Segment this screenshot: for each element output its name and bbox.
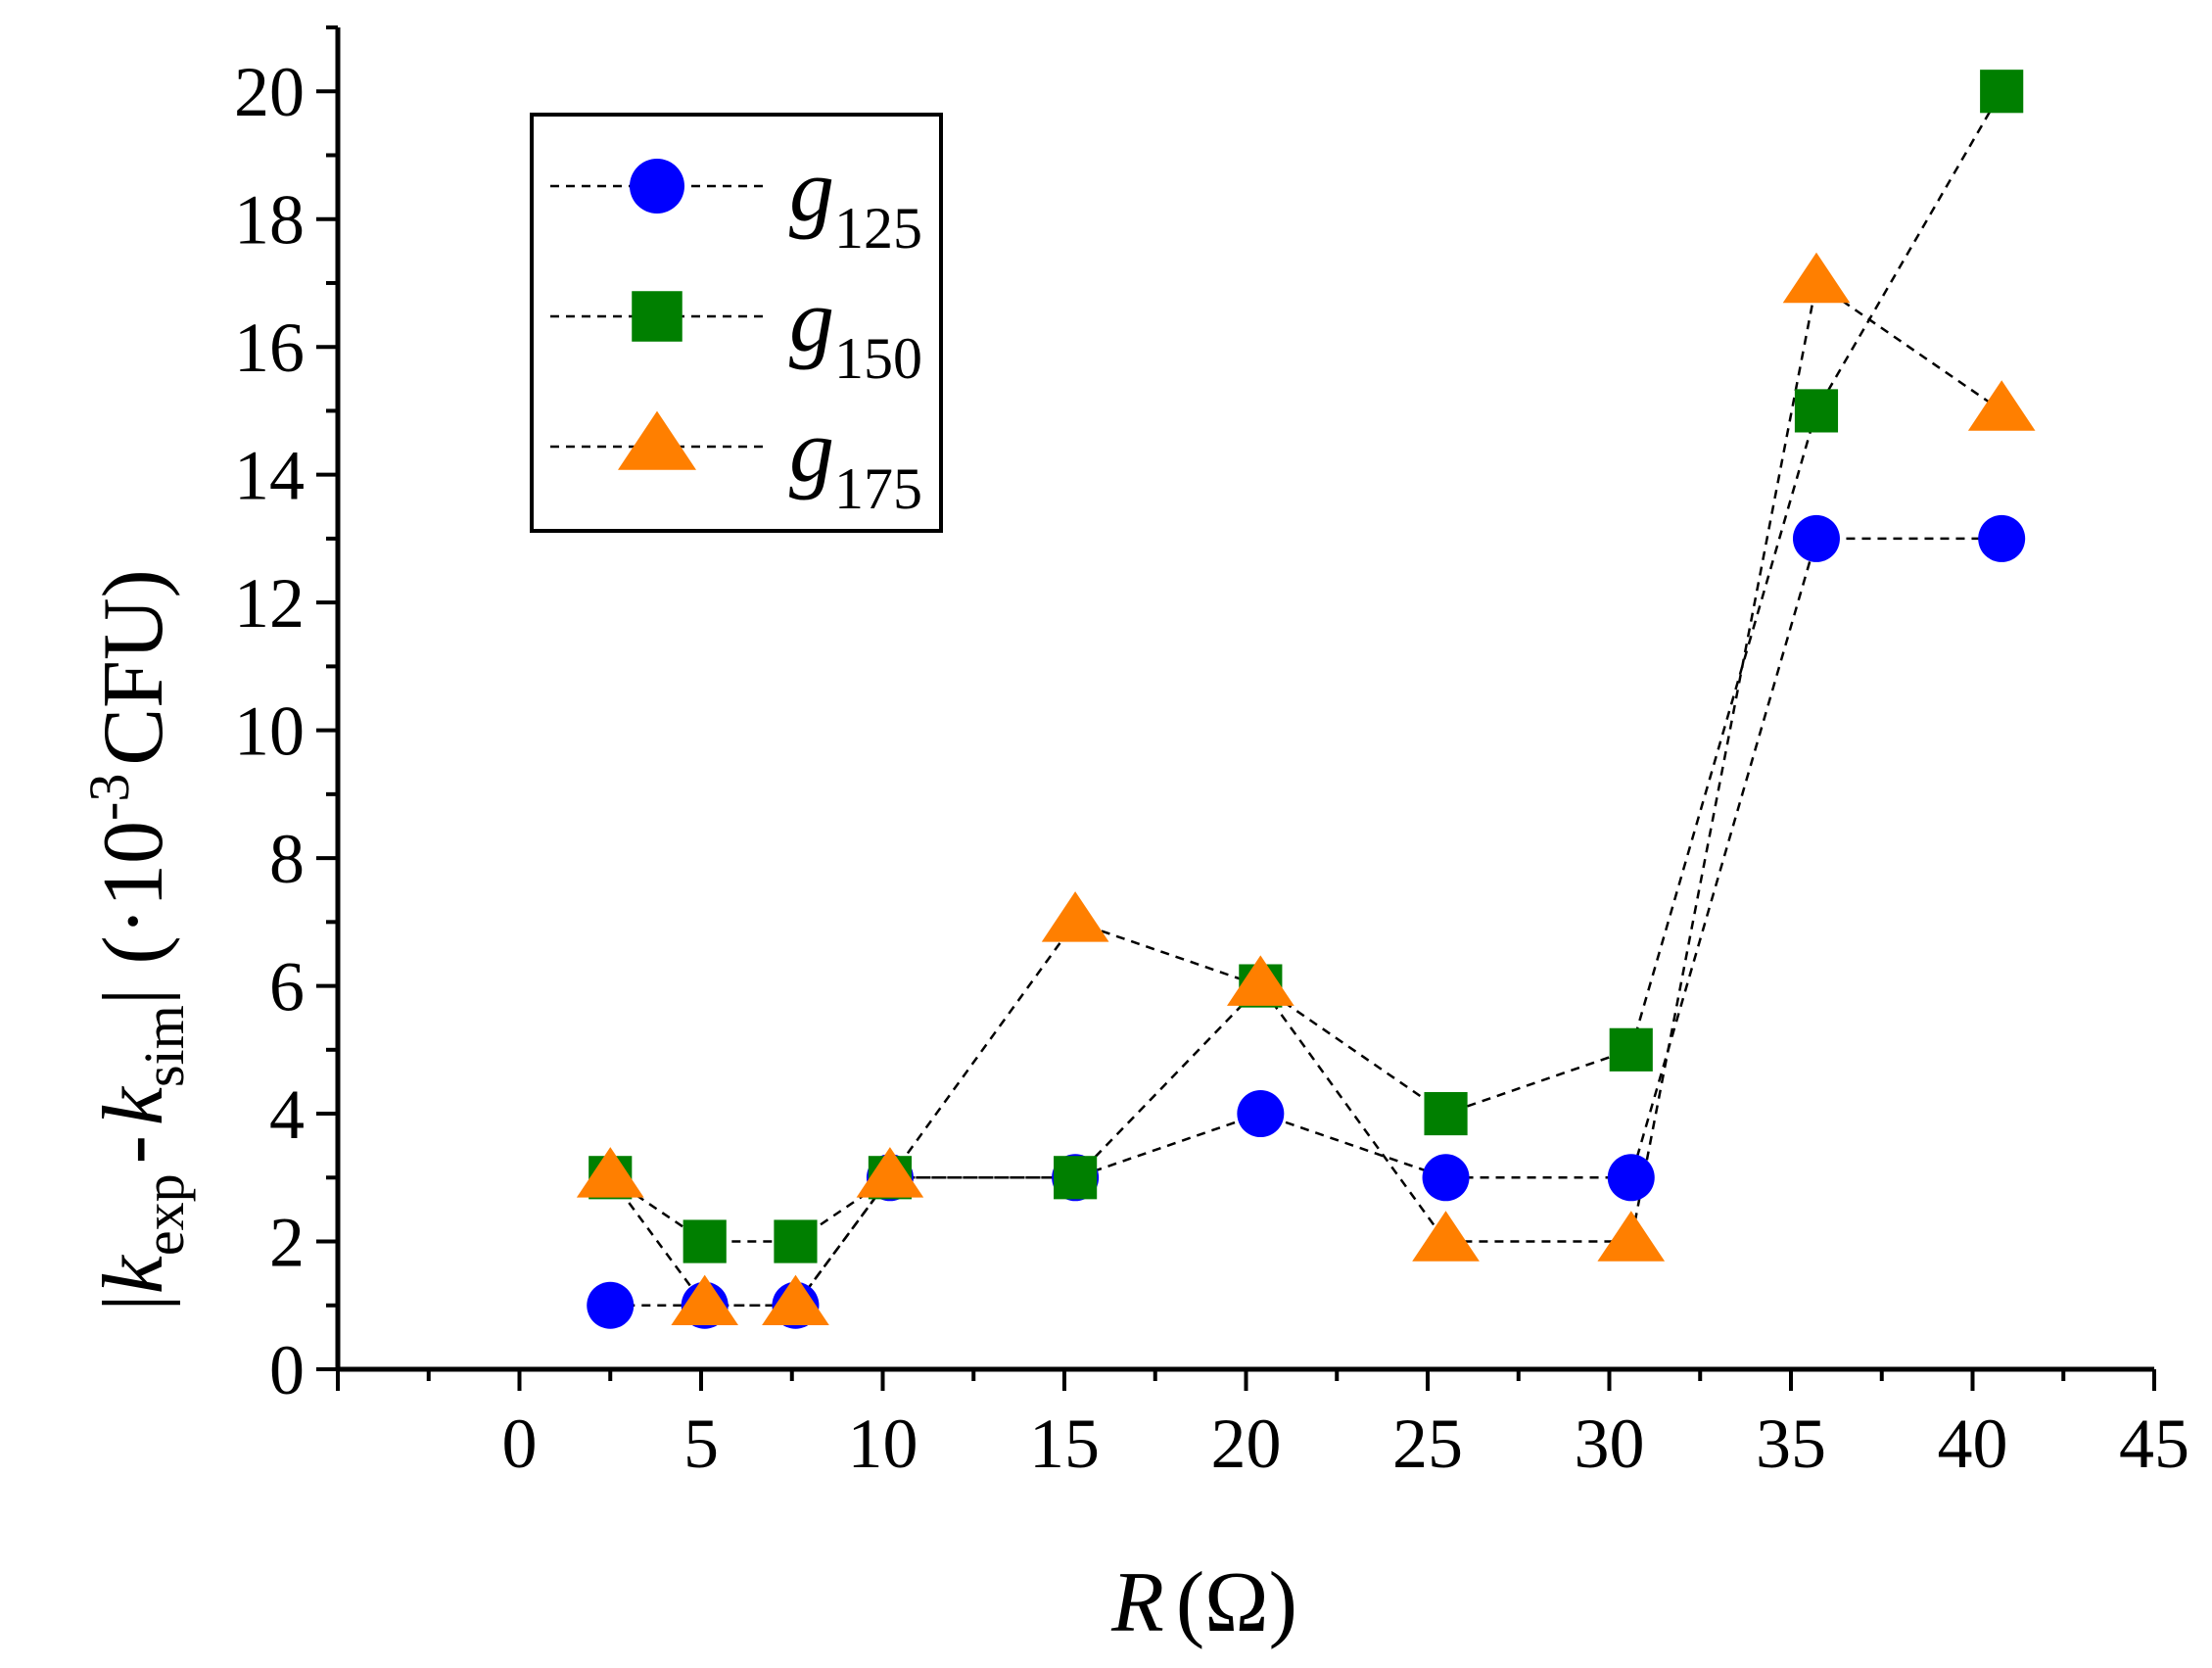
data-point-g175 bbox=[1041, 891, 1109, 942]
legend-label-name: g bbox=[789, 140, 834, 240]
data-point-g175 bbox=[856, 1147, 924, 1198]
x-tick-label: 45 bbox=[2119, 1405, 2189, 1483]
data-point-g175 bbox=[1227, 955, 1294, 1006]
data-point-g125 bbox=[1237, 1090, 1285, 1138]
y-tick-label: 2 bbox=[269, 1204, 305, 1282]
data-point-g150 bbox=[1980, 70, 2024, 114]
data-point-g175 bbox=[762, 1274, 829, 1325]
y-tick-label: 18 bbox=[234, 181, 305, 260]
y-tick-label: 14 bbox=[234, 437, 305, 515]
data-point-g125 bbox=[1607, 1154, 1655, 1202]
y-tick-label: 4 bbox=[269, 1075, 305, 1154]
data-point-g175 bbox=[1967, 380, 2036, 431]
data-point-g150 bbox=[1054, 1156, 1098, 1200]
legend-marker-g125 bbox=[630, 159, 684, 214]
data-point-g125 bbox=[1978, 514, 2026, 562]
data-point-g150 bbox=[1424, 1091, 1468, 1136]
x-tick-label: 35 bbox=[1756, 1405, 1826, 1483]
data-point-g150 bbox=[1794, 389, 1839, 433]
x-tick-label: 15 bbox=[1029, 1405, 1100, 1483]
series-line-g150 bbox=[609, 90, 2003, 1243]
y-tick-label: 6 bbox=[269, 948, 305, 1026]
data-point-g125 bbox=[1422, 1154, 1470, 1202]
y-tick-label: 12 bbox=[234, 564, 305, 643]
legend-box bbox=[530, 113, 943, 533]
legend-label-subscript: 150 bbox=[834, 326, 922, 391]
legend-label-name: g bbox=[789, 401, 834, 500]
x-tick-label: 40 bbox=[1938, 1405, 2008, 1483]
data-point-g175 bbox=[1782, 252, 1851, 304]
data-point-g150 bbox=[682, 1219, 727, 1263]
data-point-g175 bbox=[671, 1274, 738, 1325]
data-point-g150 bbox=[774, 1219, 818, 1263]
x-tick-label: 10 bbox=[848, 1405, 918, 1483]
legend-label-name: g bbox=[789, 270, 834, 370]
x-tick-label: 0 bbox=[502, 1405, 538, 1483]
data-point-g125 bbox=[1792, 514, 1840, 562]
legend-label: g150 bbox=[789, 270, 922, 391]
series-markers bbox=[576, 70, 2036, 1329]
y-tick-label: 16 bbox=[234, 309, 305, 387]
data-point-g150 bbox=[1609, 1027, 1653, 1072]
legend-marker-g175 bbox=[618, 410, 696, 470]
series-line-g175 bbox=[609, 280, 2002, 1308]
data-point-g175 bbox=[1597, 1211, 1666, 1262]
y-tick-label: 20 bbox=[234, 53, 305, 131]
x-tick-label: 20 bbox=[1211, 1405, 1282, 1483]
series-line-g125 bbox=[610, 537, 2002, 1308]
x-tick-label: 5 bbox=[683, 1405, 719, 1483]
x-tick-label: 25 bbox=[1392, 1405, 1463, 1483]
data-point-g175 bbox=[1412, 1211, 1480, 1262]
legend-label-subscript: 175 bbox=[834, 456, 922, 521]
x-axis-title: R (Ω) bbox=[1110, 1555, 1297, 1650]
series-lines bbox=[609, 90, 2003, 1308]
legend-label: g175 bbox=[789, 401, 922, 521]
data-point-g175 bbox=[576, 1147, 644, 1198]
y-tick-label: 10 bbox=[234, 692, 305, 771]
data-point-g125 bbox=[587, 1281, 635, 1329]
legend-label-subscript: 125 bbox=[834, 196, 922, 261]
y-tick-label: 8 bbox=[269, 820, 305, 898]
legend-marker-g150 bbox=[632, 291, 682, 342]
y-axis-title: |kexp-ksim|(·10-3CFU) bbox=[77, 569, 196, 1311]
legend-label: g125 bbox=[789, 140, 922, 261]
x-tick-label: 30 bbox=[1575, 1405, 1645, 1483]
axes: 0 5 10 15 20 25 30 35 40 45 0 2 4 6 8 10 12 14 16 18 20 bbox=[234, 25, 2189, 1483]
y-tick-label: 0 bbox=[269, 1331, 305, 1409]
